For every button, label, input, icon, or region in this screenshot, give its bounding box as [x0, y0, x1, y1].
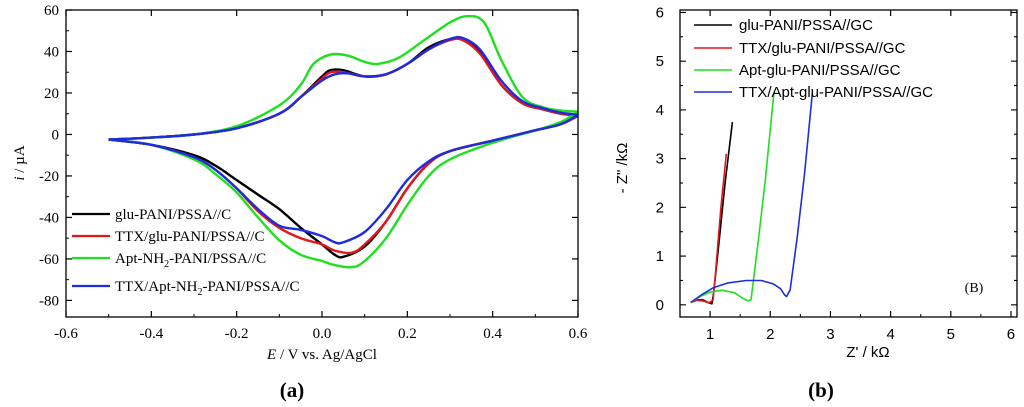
panel-a-xtick-label: -0.2	[225, 326, 249, 342]
legend-b-label-3: TTX/Apt-glu-PANI/PSSA//GC	[739, 84, 933, 101]
panel-a-y-axis-title: i / µA	[12, 145, 28, 180]
legend-a-label-2-sub: 2	[164, 259, 169, 270]
panel-b-ytick-label: 1	[656, 248, 664, 265]
panel-a-caption: (a)	[280, 378, 305, 402]
panel-a-ytick-label: 40	[44, 44, 59, 60]
panel-b-tick-labels: 1 2 3 4 5 6 0 1 2 3 4 5 6	[656, 4, 1015, 343]
legend-a-label-1-main: TTX/glu-PANI/PSSA//C	[115, 229, 264, 245]
panel-a-ylabel-italic: i	[12, 176, 28, 180]
legend-a-label-0: glu-PANI/PSSA//C	[115, 207, 231, 223]
panel-a-series-3-cathodic	[108, 113, 578, 245]
panel-a-series-3-anodic	[108, 35, 578, 141]
panel-a-ylabel-rest: / µA	[12, 145, 28, 176]
panel-b-xtick-label: 1	[706, 326, 714, 343]
legend-a-label-2: Apt-NH2-PANI/PSSA//C	[115, 251, 266, 270]
panel-a-x-axis-title: E / V vs. Ag/AgCl	[266, 347, 377, 363]
panel-a-xtick-label: 0.0	[313, 326, 332, 342]
panel-b-xtick-label: 5	[947, 326, 955, 343]
panel-b-x-axis-title: Z' / kΩ	[846, 344, 889, 361]
panel-b-ytick-label: 4	[656, 102, 664, 119]
panel-b-ytick-label: 6	[656, 4, 664, 21]
legend-a-label-2-main: Apt-NH	[115, 251, 164, 267]
panel-a-frame	[65, 9, 579, 318]
panel-b-xtick-label: 4	[886, 326, 894, 343]
panel-a-ytick-label: 20	[44, 86, 59, 102]
panel-a-ytick-label: -20	[39, 169, 59, 185]
panel-a-xtick-label: 0.2	[398, 326, 417, 342]
panel-a-xtick-label: -0.4	[139, 326, 163, 342]
panel-a: -0.6 -0.4 -0.2 0.0 0.2 0.4 0.6 -80 -60 -40 -20 0 20 4…	[12, 3, 588, 402]
panel-a-series-2-cathodic	[108, 110, 578, 269]
panel-a-ytick-label: -40	[39, 210, 59, 226]
panel-a-tick-labels: -0.6 -0.4 -0.2 0.0 0.2 0.4 0.6 -80 -60 -40 -20 0 20 4…	[39, 3, 588, 342]
panel-a-ytick-label: -60	[39, 252, 59, 268]
panel-b-series	[690, 92, 814, 305]
panel-a-xtick-label: 0.4	[483, 326, 502, 342]
panel-a-ytick-label: -80	[39, 293, 59, 309]
panel-b-inner-label: (B)	[965, 281, 984, 296]
panel-b: 1 2 3 4 5 6 0 1 2 3 4 5 6 - Z" /kΩ Z' / kΩ glu-PANI/…	[614, 4, 1018, 402]
panel-a-series	[108, 14, 578, 269]
legend-b-label-1: TTX/glu-PANI/PSSA//GC	[739, 40, 906, 57]
legend-a-label-3: TTX/Apt-NH2-PANI/PSSA//C	[115, 279, 300, 298]
panel-b-xtick-label: 2	[766, 326, 774, 343]
legend-b-label-2: Apt-glu-PANI/PSSA//GC	[739, 62, 901, 79]
panel-b-ytick-label: 2	[656, 199, 664, 216]
panel-b-series-2	[690, 92, 775, 304]
panel-b-ytick-label: 5	[656, 53, 664, 70]
panel-a-ticks	[65, 9, 579, 317]
panel-a-xtick-label: -0.6	[54, 326, 78, 342]
panel-b-xtick-label: 6	[1007, 326, 1015, 343]
panel-a-series-2-anodic	[108, 14, 578, 141]
panel-b-xtick-label: 3	[826, 326, 834, 343]
panel-b-ytick-label: 0	[656, 297, 664, 314]
legend-a-label-3-tail: -PANI/PSSA//C	[203, 279, 300, 295]
panel-a-legend: glu-PANI/PSSA//C TTX/glu-PANI/PSSA//C Ap…	[72, 207, 300, 298]
panel-a-ytick-label: 0	[52, 127, 60, 143]
legend-a-label-1: TTX/glu-PANI/PSSA//C	[115, 229, 264, 245]
panel-b-ytick-label: 3	[656, 151, 664, 168]
panel-b-y-axis-title: - Z" /kΩ	[614, 143, 631, 194]
panel-a-xtick-label: 0.6	[569, 326, 588, 342]
legend-b-label-0: glu-PANI/PSSA//GC	[739, 17, 873, 34]
legend-a-label-0-main: glu-PANI/PSSA//C	[115, 207, 231, 223]
panel-a-ytick-label: 60	[44, 3, 59, 19]
panel-b-frame	[679, 9, 1018, 318]
panel-a-xlabel-italic: E	[266, 347, 276, 363]
legend-a-label-2-tail: -PANI/PSSA//C	[169, 251, 266, 267]
panel-b-series-3	[690, 92, 814, 304]
panel-a-xlabel-rest: / V vs. Ag/AgCl	[276, 347, 377, 363]
panel-b-legend: glu-PANI/PSSA//GC TTX/glu-PANI/PSSA//GC …	[694, 17, 933, 101]
panel-b-series-1	[690, 153, 728, 304]
panel-b-caption: (b)	[808, 378, 834, 402]
panel-b-series-0	[690, 122, 734, 305]
legend-a-label-3-main: TTX/Apt-NH	[115, 279, 198, 295]
legend-a-label-3-sub: 2	[198, 287, 203, 298]
